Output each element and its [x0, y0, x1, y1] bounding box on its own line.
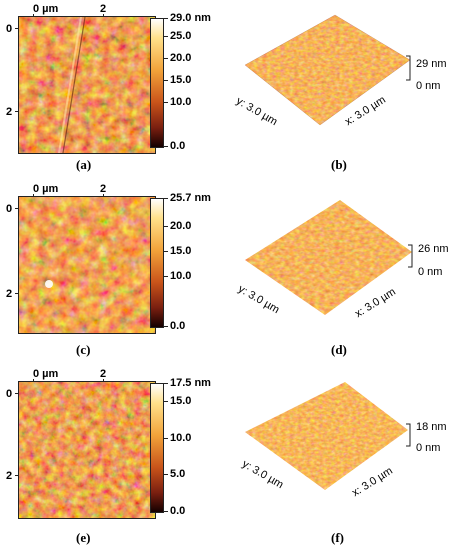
x-tick-2: 2: [100, 368, 107, 380]
surface-3d-b: [244, 14, 411, 126]
colorbar-tick-mark: [164, 326, 168, 327]
z-bottom-f: 0 nm: [416, 442, 441, 454]
colorbar-tick-label: 10.0: [170, 270, 192, 283]
afm-texture-a: [19, 17, 155, 153]
colorbar-tick-mark: [164, 101, 168, 103]
y-tick-2: 2: [6, 470, 13, 482]
y-axis-mark: [15, 111, 19, 112]
x-tick-2: 2: [100, 3, 107, 15]
afm-texture-e: [19, 382, 155, 518]
afm-topography-map-c: [18, 196, 156, 334]
caption-c: (c): [76, 342, 91, 357]
x-tick-0: 0 µm: [33, 183, 59, 195]
colorbar-tick-label: 20.0: [170, 220, 192, 233]
colorbar-tick-mark: [164, 251, 168, 253]
colorbar-tick-label: 0.0: [170, 140, 186, 152]
y-axis-mark: [15, 293, 19, 294]
colorbar-tick-label: 29.0 nm: [170, 12, 211, 24]
colorbar-e: [150, 383, 164, 513]
colorbar-tick-mark: [164, 511, 168, 512]
colorbar-tick-mark: [164, 79, 168, 81]
y-tick-2: 2: [6, 106, 13, 118]
colorbar-tick-mark: [164, 474, 168, 476]
z-top-f: 18 nm: [416, 421, 447, 433]
colorbar-tick-label: 20.0: [170, 51, 192, 64]
colorbar-tick-mark: [164, 437, 168, 439]
x-tick-2: 2: [100, 183, 107, 195]
surface-3d-f: [245, 382, 408, 490]
colorbar-tick-mark: [164, 146, 168, 147]
colorbar-tick-label: 15.0: [170, 245, 192, 258]
colorbar-tick-label: 5.0: [170, 468, 186, 481]
z-bottom-b: 0 nm: [416, 80, 441, 92]
colorbar-tick-label: 15.0: [170, 395, 192, 408]
caption-b: (b): [331, 157, 347, 172]
z-top-b: 29 nm: [416, 58, 447, 70]
colorbar-tick-mark: [164, 401, 168, 403]
colorbar-tick-mark: [164, 276, 168, 278]
colorbar-tick-label: 25.7 nm: [170, 192, 211, 204]
y-axis-mark: [15, 475, 19, 476]
colorbar-tick-mark: [164, 383, 168, 384]
x-tick-0: 0 µm: [33, 3, 59, 15]
colorbar-tick-label: 15.0: [170, 73, 192, 86]
colorbar-tick-mark: [164, 35, 168, 37]
z-bottom-d: 0 nm: [418, 266, 443, 278]
y-tick-0: 0: [6, 203, 13, 215]
colorbar-tick-label: 25.0: [170, 29, 192, 42]
surface-3d-d: [245, 200, 412, 315]
y-axis-mark: [15, 208, 19, 209]
y-axis-mark: [15, 28, 19, 29]
z-top-d: 26 nm: [418, 243, 449, 255]
colorbar-tick-label: 17.5 nm: [170, 377, 211, 389]
colorbar-tick-label: 0.0: [170, 320, 186, 332]
colorbar-tick-mark: [164, 226, 168, 228]
y-tick-2: 2: [6, 288, 13, 300]
y-axis-mark: [15, 393, 19, 394]
caption-e: (e): [76, 530, 91, 545]
colorbar-tick-label: 10.0: [170, 431, 192, 444]
colorbar-tick-mark: [164, 18, 168, 19]
x-tick-0: 0 µm: [33, 368, 59, 380]
afm-topography-map-e: [18, 381, 156, 519]
afm-texture-c: [19, 197, 155, 333]
caption-a: (a): [76, 157, 92, 172]
caption-f: (f): [331, 530, 344, 545]
z-scale-bracket-b: [406, 55, 411, 81]
colorbar-tick-label: 0.0: [170, 505, 186, 517]
y-tick-0: 0: [6, 23, 13, 35]
colorbar-tick-mark: [164, 198, 168, 199]
colorbar-tick-mark: [164, 57, 168, 59]
z-scale-bracket-d: [408, 244, 413, 268]
colorbar-tick-label: 10.0: [170, 95, 192, 108]
afm-topography-map-a: [18, 16, 156, 154]
caption-d: (d): [331, 342, 347, 357]
colorbar-c: [150, 198, 164, 328]
z-scale-bracket-f: [406, 423, 411, 447]
y-tick-0: 0: [6, 388, 13, 400]
colorbar-a: [150, 18, 164, 148]
